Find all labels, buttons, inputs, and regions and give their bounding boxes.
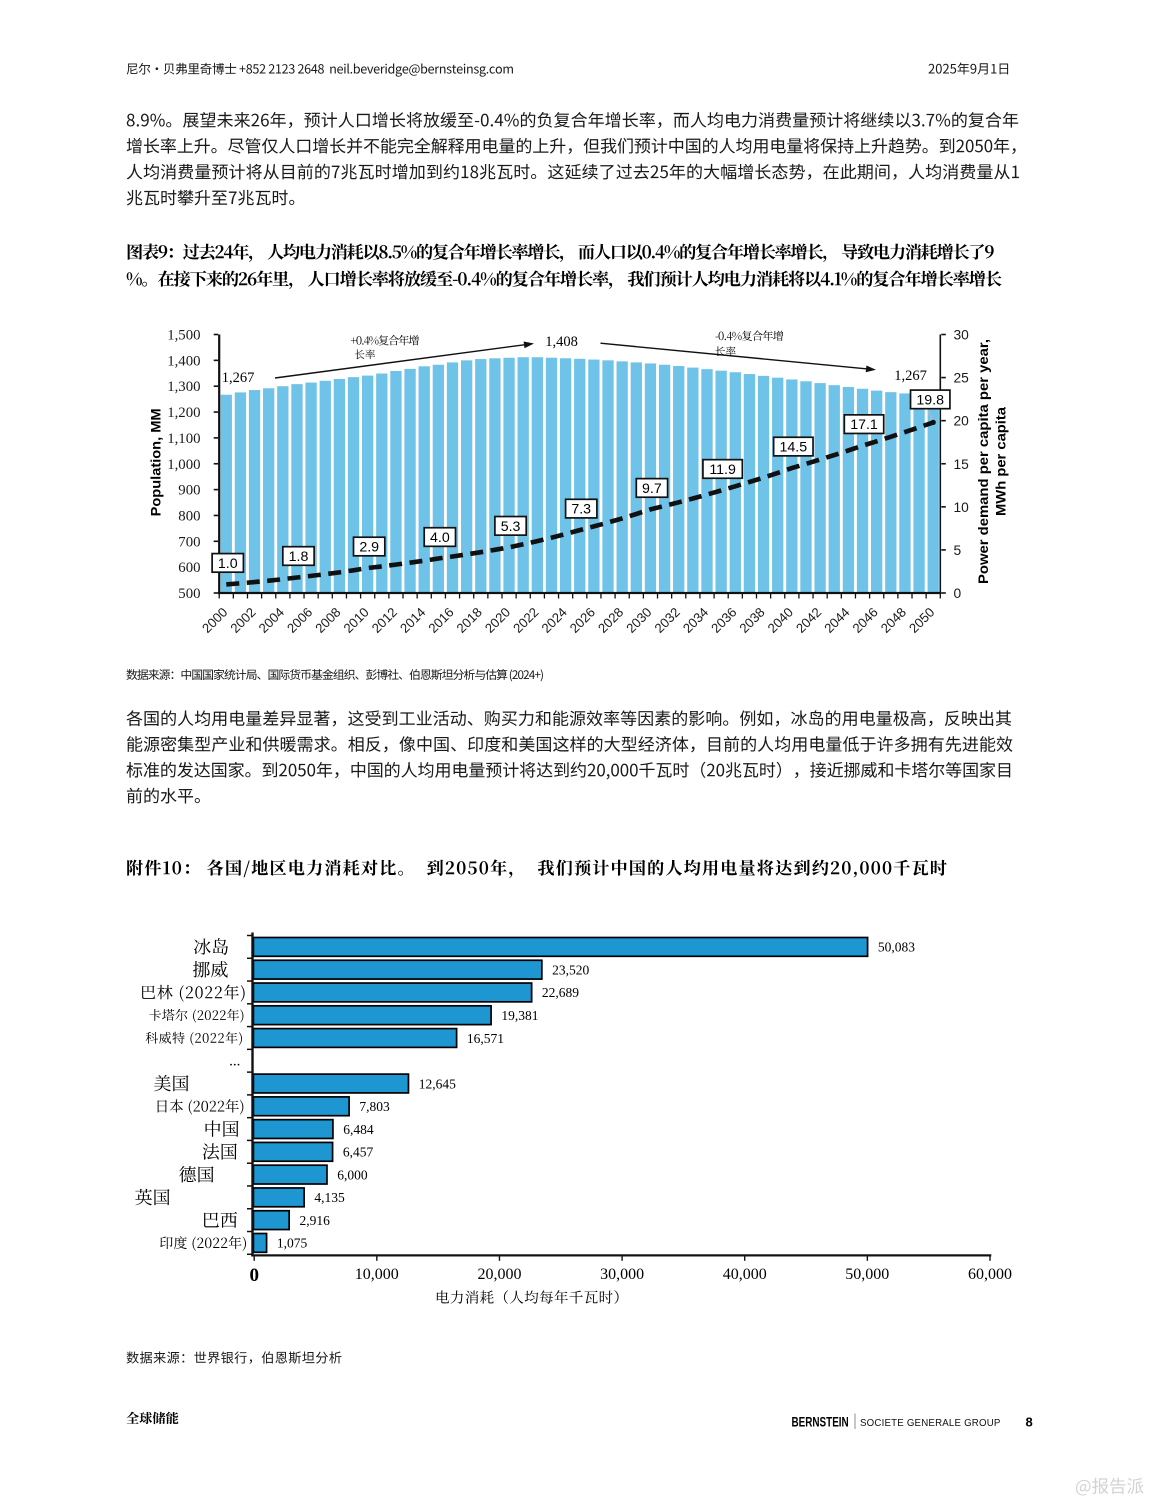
- svg-text:1.0: 1.0: [218, 556, 238, 572]
- svg-text:1,000: 1,000: [167, 457, 200, 473]
- svg-text:4,135: 4,135: [314, 1190, 345, 1205]
- svg-text:2010: 2010: [340, 605, 371, 636]
- svg-text:60,000: 60,000: [968, 1266, 1012, 1283]
- svg-text:0: 0: [954, 586, 962, 601]
- svg-text:800: 800: [178, 509, 200, 525]
- svg-text:MWh per capita: MWh per capita: [994, 406, 1009, 516]
- svg-text:SOCIETE GENERALE GROUP: SOCIETE GENERALE GROUP: [860, 1418, 1001, 1429]
- svg-text:11.9: 11.9: [709, 462, 736, 478]
- svg-text:2040: 2040: [765, 605, 796, 636]
- svg-text:6,457: 6,457: [343, 1145, 374, 1160]
- svg-text:25: 25: [954, 371, 970, 386]
- svg-text:19,381: 19,381: [501, 1008, 538, 1023]
- svg-text:20: 20: [954, 414, 970, 429]
- svg-text:20,000: 20,000: [478, 1266, 522, 1283]
- svg-text:50,083: 50,083: [878, 940, 915, 955]
- svg-text:Power demand per capita per ye: Power demand per capita per year,: [976, 339, 991, 584]
- svg-text:2044: 2044: [821, 605, 852, 636]
- svg-text:8: 8: [1026, 1415, 1033, 1430]
- svg-text:15: 15: [954, 457, 970, 472]
- svg-text:2020: 2020: [482, 605, 513, 636]
- svg-text:2026: 2026: [567, 605, 598, 636]
- svg-text:7,803: 7,803: [359, 1099, 390, 1114]
- svg-text:12,645: 12,645: [419, 1076, 456, 1091]
- svg-text:17.1: 17.1: [850, 417, 878, 433]
- svg-text:1,200: 1,200: [167, 405, 200, 421]
- svg-text:6,484: 6,484: [343, 1122, 374, 1137]
- svg-text:1,100: 1,100: [167, 431, 200, 447]
- svg-text:2030: 2030: [623, 605, 654, 636]
- svg-text:1,400: 1,400: [167, 353, 200, 369]
- svg-text:1,300: 1,300: [167, 379, 200, 395]
- svg-text:500: 500: [178, 586, 200, 602]
- svg-text:5: 5: [954, 543, 962, 558]
- svg-text:10: 10: [954, 500, 970, 515]
- svg-text:23,520: 23,520: [552, 963, 589, 978]
- svg-text:30: 30: [954, 328, 970, 343]
- svg-text:10,000: 10,000: [355, 1266, 399, 1283]
- svg-text:2050: 2050: [906, 605, 937, 636]
- svg-text:4.0: 4.0: [430, 530, 450, 546]
- svg-text:...: ...: [229, 1054, 240, 1070]
- svg-text:9.7: 9.7: [642, 481, 662, 497]
- svg-text:1,500: 1,500: [167, 328, 200, 344]
- svg-text:700: 700: [178, 534, 200, 550]
- svg-text:900: 900: [178, 483, 200, 499]
- svg-text:5.3: 5.3: [501, 519, 521, 535]
- svg-text:0: 0: [249, 1265, 259, 1286]
- svg-text:30,000: 30,000: [600, 1266, 644, 1283]
- svg-text:2022: 2022: [510, 605, 541, 636]
- svg-text:50,000: 50,000: [845, 1266, 889, 1283]
- svg-text:2036: 2036: [708, 605, 739, 636]
- svg-text:2.9: 2.9: [359, 540, 379, 556]
- svg-text:2012: 2012: [369, 605, 400, 636]
- svg-text:16,571: 16,571: [467, 1031, 504, 1046]
- svg-text:2016: 2016: [425, 605, 456, 636]
- svg-text:1,075: 1,075: [277, 1236, 308, 1251]
- svg-text:1.8: 1.8: [289, 549, 309, 565]
- svg-text:6,000: 6,000: [337, 1167, 368, 1182]
- svg-text:22,689: 22,689: [542, 985, 579, 1000]
- svg-text:2014: 2014: [397, 605, 428, 636]
- svg-text:2000: 2000: [199, 605, 230, 636]
- svg-text:2018: 2018: [454, 605, 485, 636]
- svg-text:2024: 2024: [538, 605, 569, 636]
- svg-text:19.8: 19.8: [916, 392, 944, 408]
- svg-text:Population, MM: Population, MM: [148, 408, 164, 516]
- svg-text:1,267: 1,267: [222, 370, 255, 386]
- svg-text:2038: 2038: [736, 605, 767, 636]
- svg-text:2042: 2042: [793, 605, 824, 636]
- svg-text:2046: 2046: [849, 605, 880, 636]
- svg-text:1,408: 1,408: [545, 334, 578, 350]
- svg-text:BERNSTEIN: BERNSTEIN: [792, 1415, 849, 1430]
- svg-text:2034: 2034: [680, 605, 711, 636]
- svg-text:7.3: 7.3: [571, 502, 591, 518]
- svg-text:2006: 2006: [284, 605, 315, 636]
- svg-text:14.5: 14.5: [779, 440, 807, 456]
- svg-text:1,267: 1,267: [894, 368, 927, 384]
- svg-text:40,000: 40,000: [723, 1266, 767, 1283]
- svg-text:2002: 2002: [227, 605, 258, 636]
- svg-text:2032: 2032: [652, 605, 683, 636]
- svg-text:2028: 2028: [595, 605, 626, 636]
- svg-text:600: 600: [178, 560, 200, 576]
- svg-text:2008: 2008: [312, 605, 343, 636]
- svg-text:2048: 2048: [878, 605, 909, 636]
- svg-text:2004: 2004: [256, 605, 287, 636]
- svg-text:2,916: 2,916: [300, 1213, 331, 1228]
